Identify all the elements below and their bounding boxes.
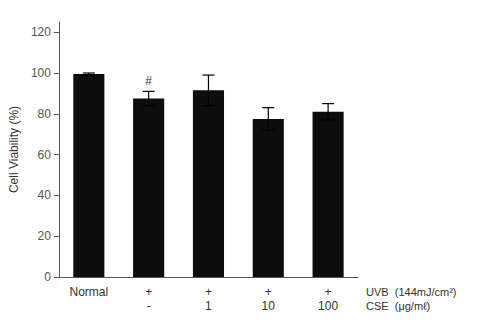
svg-text:+: + — [265, 285, 272, 299]
svg-text:+: + — [325, 285, 332, 299]
svg-text:60: 60 — [38, 148, 52, 162]
svg-text:UVB (144mJ/cm²): UVB (144mJ/cm²) — [366, 286, 456, 298]
svg-text:#: # — [145, 74, 152, 88]
svg-text:CSE (μg/mℓ): CSE (μg/mℓ) — [366, 300, 430, 312]
svg-text:20: 20 — [38, 229, 52, 243]
svg-text:+: + — [205, 285, 212, 299]
svg-text:0: 0 — [44, 270, 51, 284]
svg-text:+: + — [145, 285, 152, 299]
svg-text:-: - — [147, 299, 151, 313]
svg-text:40: 40 — [38, 188, 52, 202]
svg-text:1: 1 — [205, 299, 212, 313]
svg-text:100: 100 — [318, 299, 338, 313]
svg-text:10: 10 — [262, 299, 276, 313]
svg-text:100: 100 — [31, 66, 51, 80]
svg-text:80: 80 — [38, 107, 52, 121]
svg-text:Normal: Normal — [69, 285, 108, 299]
svg-text:120: 120 — [31, 25, 51, 39]
svg-text:Cell Viability (%): Cell Viability (%) — [7, 106, 21, 193]
